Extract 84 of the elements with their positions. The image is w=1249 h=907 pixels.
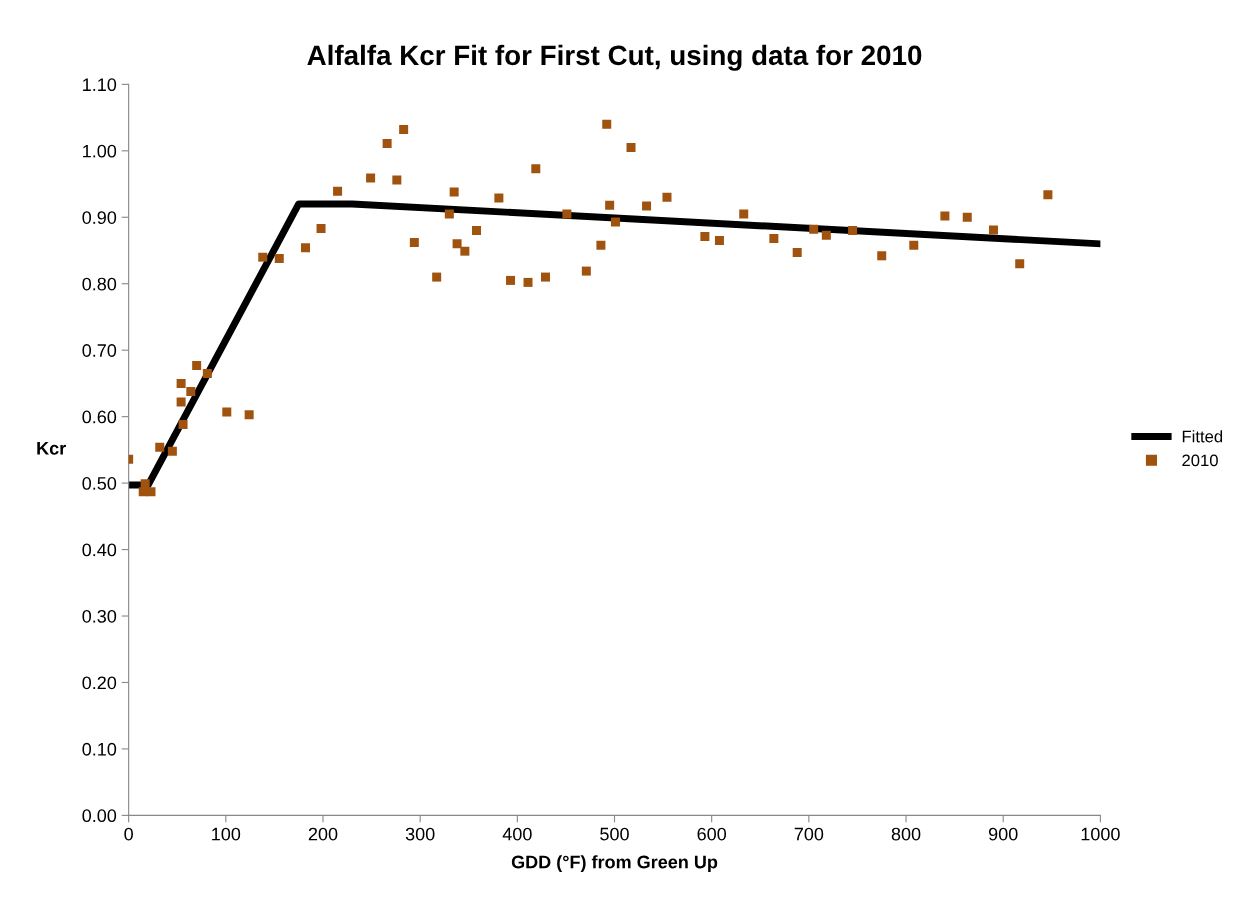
point <box>506 275 516 285</box>
x-tick-label: 1000 <box>1081 827 1120 841</box>
legend-label: Fitted <box>1182 430 1223 443</box>
x-tick-label: 100 <box>212 827 241 841</box>
point <box>167 446 177 456</box>
point <box>1043 190 1053 200</box>
point <box>258 252 268 262</box>
point <box>178 420 188 430</box>
point <box>444 209 454 219</box>
point <box>909 240 919 250</box>
point <box>452 239 462 249</box>
y-tick-label: 0.90 <box>82 211 117 224</box>
point <box>739 209 749 219</box>
y-tick-label: 0.40 <box>82 543 117 557</box>
x-tick-label: 600 <box>697 827 727 841</box>
point <box>432 272 442 282</box>
y-tick-label: 1.10 <box>83 78 117 92</box>
point <box>792 247 802 257</box>
point <box>562 209 572 219</box>
y-tick-label: 0.30 <box>82 609 117 623</box>
chart-title: Alfalfa Kcr Fit for First Cut, using data for 2010 <box>307 44 922 71</box>
point <box>472 226 482 236</box>
y-tick-label: 0.60 <box>82 410 117 424</box>
y-axis-title: Kcr <box>37 442 66 455</box>
point <box>642 201 652 211</box>
point <box>602 119 612 129</box>
y-tick-label: 0.70 <box>82 344 117 357</box>
x-tick-label: 700 <box>794 827 824 841</box>
y-tick-label: 0.00 <box>82 809 117 823</box>
point <box>301 243 310 253</box>
point <box>531 164 541 174</box>
point <box>202 368 212 378</box>
point <box>523 277 533 287</box>
y-tick-label: 0.50 <box>82 477 117 490</box>
point <box>769 234 779 244</box>
point <box>605 200 615 210</box>
point <box>962 212 972 222</box>
point <box>366 173 376 183</box>
point <box>714 236 724 246</box>
point <box>399 125 409 135</box>
y-tick-label: 0.10 <box>82 742 117 756</box>
y-tick-label: 1.00 <box>83 144 117 158</box>
point <box>610 217 620 227</box>
point <box>541 272 551 282</box>
x-tick-label: 0 <box>124 827 133 841</box>
point <box>176 397 186 407</box>
point <box>848 226 858 236</box>
x-tick-label: 500 <box>600 827 629 841</box>
point <box>662 192 672 202</box>
point <box>449 187 459 197</box>
point <box>1015 259 1025 269</box>
point <box>409 238 419 248</box>
point <box>988 225 998 235</box>
point <box>176 378 186 388</box>
point <box>581 266 591 276</box>
point <box>626 142 636 152</box>
point <box>244 410 254 420</box>
point <box>700 232 710 242</box>
point <box>392 175 402 185</box>
point <box>274 253 284 263</box>
point <box>333 186 343 196</box>
point <box>382 139 392 148</box>
point <box>222 407 232 417</box>
point <box>821 230 831 240</box>
point <box>186 386 196 396</box>
point <box>146 487 156 497</box>
x-axis-title: GDD (°F) from Green Up <box>511 855 718 872</box>
x-tick-label: 800 <box>891 827 921 841</box>
x-tick-label: 300 <box>405 827 435 841</box>
point <box>460 246 470 256</box>
point <box>596 240 606 250</box>
point <box>877 251 887 261</box>
legend-label: 2010 <box>1182 454 1218 467</box>
y-tick-label: 0.20 <box>82 676 117 690</box>
point <box>316 224 326 234</box>
point <box>940 211 950 221</box>
point <box>809 224 819 234</box>
y-tick-label: 0.80 <box>82 277 117 291</box>
point <box>155 442 165 452</box>
point <box>192 360 202 370</box>
point <box>494 193 504 203</box>
x-tick-label: 900 <box>988 827 1018 841</box>
x-tick-label: 200 <box>308 827 338 841</box>
x-tick-label: 400 <box>502 827 532 841</box>
